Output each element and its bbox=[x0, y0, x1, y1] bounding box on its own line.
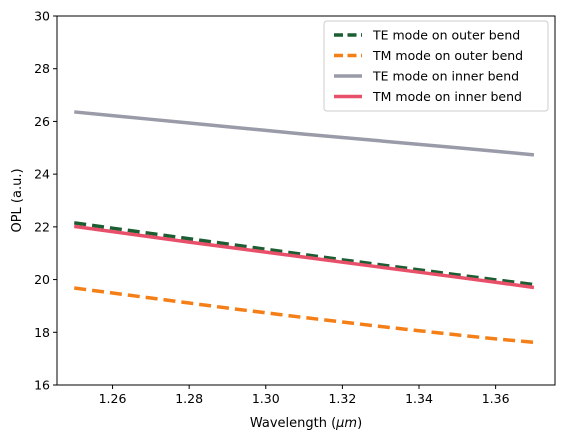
y-axis-label: OPL (a.u.) bbox=[10, 168, 25, 232]
legend-box bbox=[323, 20, 549, 112]
y-tick-label: 20 bbox=[34, 272, 50, 287]
x-axis-label: Wavelength (μm) bbox=[250, 416, 362, 431]
legend-item: TM mode on outer bend bbox=[334, 48, 523, 63]
y-tick-label: 22 bbox=[34, 219, 50, 234]
y-tick-label: 18 bbox=[34, 325, 50, 340]
legend-label: TE mode on inner bend bbox=[372, 69, 519, 84]
y-tick-label: 30 bbox=[34, 9, 50, 24]
y-tick-label: 26 bbox=[34, 114, 50, 129]
x-axis-label-close: ) bbox=[357, 416, 362, 431]
legend-label: TM mode on outer bend bbox=[372, 48, 523, 63]
x-tick-label: 1.28 bbox=[175, 391, 203, 406]
y-tick-label: 16 bbox=[34, 378, 50, 393]
legend-item: TE mode on outer bend bbox=[334, 28, 520, 43]
legend: TE mode on outer bend TM mode on outer be… bbox=[323, 20, 549, 112]
legend-item: TM mode on inner bend bbox=[334, 89, 522, 104]
series-line bbox=[74, 110, 535, 157]
legend-items: TE mode on outer bend TM mode on outer be… bbox=[334, 28, 523, 104]
x-axis-label-unit: μm bbox=[335, 416, 357, 431]
x-tick-label: 1.32 bbox=[328, 391, 356, 406]
x-axis-ticks: 1.26 1.28 1.30 1.32 1.34 1.36 bbox=[99, 385, 510, 406]
legend-label: TE mode on outer bend bbox=[372, 28, 520, 43]
series-line bbox=[74, 221, 535, 287]
series-line bbox=[74, 286, 535, 345]
legend-item: TE mode on inner bend bbox=[334, 69, 519, 84]
x-tick-label: 1.36 bbox=[482, 391, 510, 406]
axes-frame bbox=[56, 15, 556, 386]
x-tick-label: 1.34 bbox=[405, 391, 433, 406]
axes: 1.26 1.28 1.30 1.32 1.34 1.36 16 18 20 22 24 26 28 3… bbox=[10, 9, 556, 431]
series-line bbox=[74, 224, 535, 290]
y-axis-ticks: 16 18 20 22 24 26 28 30 bbox=[34, 9, 57, 393]
x-tick-label: 1.26 bbox=[99, 391, 127, 406]
x-tick-label: 1.30 bbox=[252, 391, 280, 406]
y-tick-label: 28 bbox=[34, 61, 50, 76]
x-axis-label-text: Wavelength ( bbox=[250, 416, 336, 431]
plot-area bbox=[74, 110, 535, 345]
y-tick-label: 24 bbox=[34, 167, 50, 182]
legend-label: TM mode on inner bend bbox=[372, 89, 522, 104]
